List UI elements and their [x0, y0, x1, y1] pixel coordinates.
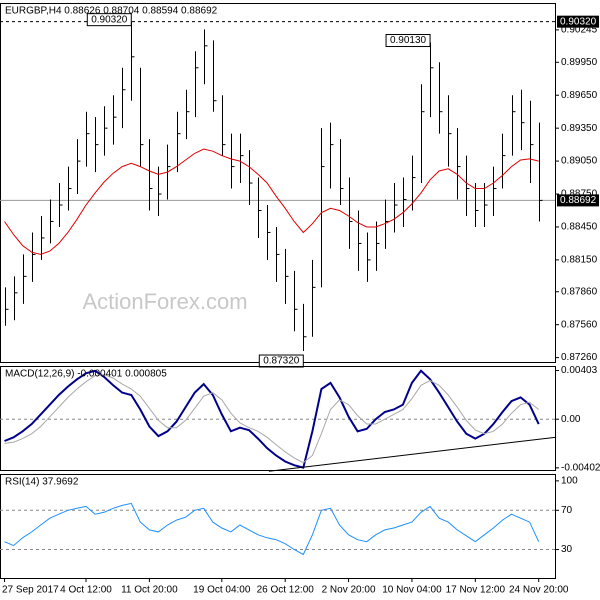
y-tick-label: 100	[561, 476, 578, 487]
panel-title: MACD(12,26,9) -0.000401 0.000805	[5, 369, 167, 380]
y-tick-label: 0.89950	[561, 57, 598, 68]
y-tick-label: 0.88750	[561, 189, 598, 200]
annotation-label: 0.90130	[390, 35, 427, 46]
annotation-label: 0.90320	[91, 14, 128, 25]
trend-line	[268, 436, 556, 472]
annotation-box	[385, 34, 431, 48]
y-tick-label: 0.87560	[561, 319, 598, 330]
indicator-line	[4, 373, 540, 464]
indicator-line	[4, 148, 539, 255]
price-marker-box	[557, 15, 599, 28]
x-tick-label: 4 Oct 12:00	[60, 585, 112, 596]
panel-frame	[0, 474, 556, 579]
annotation-box	[86, 13, 132, 27]
x-tick-label: 10 Nov 04:00	[382, 585, 442, 596]
price-marker-box	[557, 194, 599, 207]
x-tick-label: 17 Nov 12:00	[446, 585, 506, 596]
annotation-label: 0.87320	[263, 356, 300, 367]
y-tick-label: -0.004021	[561, 462, 600, 473]
y-tick-label: 0.90245	[561, 25, 598, 36]
x-tick-label: 11 Oct 20:00	[121, 585, 178, 596]
y-tick-label: 0.88450	[561, 222, 598, 233]
panel-title: EURGBP,H4 0.88626 0.88704 0.88594 0.8869…	[5, 6, 218, 17]
y-tick-label: 0.89050	[561, 156, 598, 167]
indicator-line	[4, 502, 540, 556]
y-tick-label: 70	[561, 505, 573, 516]
x-tick-label: 2 Nov 20:00	[322, 585, 376, 596]
x-tick-label: 26 Oct 12:00	[257, 585, 315, 596]
y-tick-label: 0.00	[561, 414, 581, 425]
y-tick-label: 0.88150	[561, 255, 598, 266]
price-marker-label: 0.90320	[560, 16, 597, 27]
x-tick-label: 19 Oct 04:00	[193, 585, 251, 596]
price-marker-label: 0.88692	[560, 195, 597, 206]
indicator-line	[4, 369, 540, 469]
y-tick-label: 0.00403	[561, 365, 598, 376]
y-tick-label: 30	[561, 544, 573, 555]
watermark: ActionForex.com	[82, 289, 247, 314]
x-tick-label: 27 Sep 2017	[2, 585, 59, 596]
x-tick-label: 24 Nov 20:00	[509, 585, 569, 596]
annotation-box	[258, 354, 304, 368]
y-tick-label: 0.89350	[561, 123, 598, 134]
panel-title: RSI(14) 37.9692	[5, 477, 79, 488]
y-tick-label: 0.87260	[561, 352, 598, 363]
y-tick-label: 0.89650	[561, 90, 598, 101]
y-tick-label: 0.87860	[561, 286, 598, 297]
